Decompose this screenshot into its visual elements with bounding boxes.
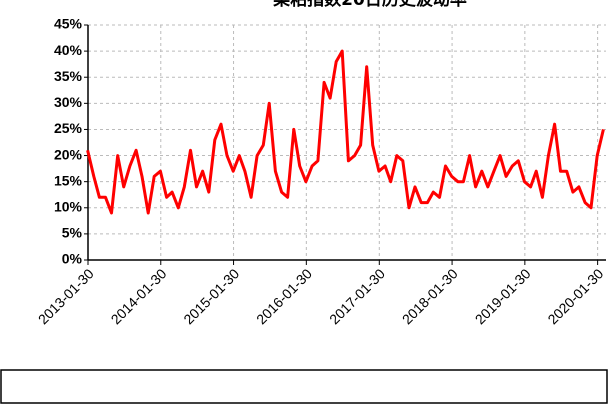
y-tick-label: 25% [54,120,83,136]
x-tick-label: 2017-01-30 [326,265,388,327]
legend-box [0,369,608,404]
y-tick-label: 45% [54,16,83,32]
y-tick-label: 35% [54,68,83,84]
chart-title: 菜粕指数20日历史波动率 [272,0,467,10]
y-tick-label: 40% [54,42,83,58]
y-tick-label: 10% [54,198,83,214]
x-tick-label: 2020-01-30 [544,265,606,327]
y-tick-label: 30% [54,94,83,110]
y-tick-label: 20% [54,146,83,162]
x-tick-label: 2015-01-30 [180,265,242,327]
y-tick-label: 15% [54,172,83,188]
x-tick-label: 2018-01-30 [399,265,461,327]
data-line [86,49,605,215]
y-tick-label: 0% [62,251,83,267]
x-tick-label: 2013-01-30 [35,265,97,327]
x-tick-label: 2016-01-30 [253,265,315,327]
x-tick-label: 2014-01-30 [108,265,170,327]
x-tick-label: 2019-01-30 [472,265,534,327]
y-tick-label: 5% [62,225,83,241]
